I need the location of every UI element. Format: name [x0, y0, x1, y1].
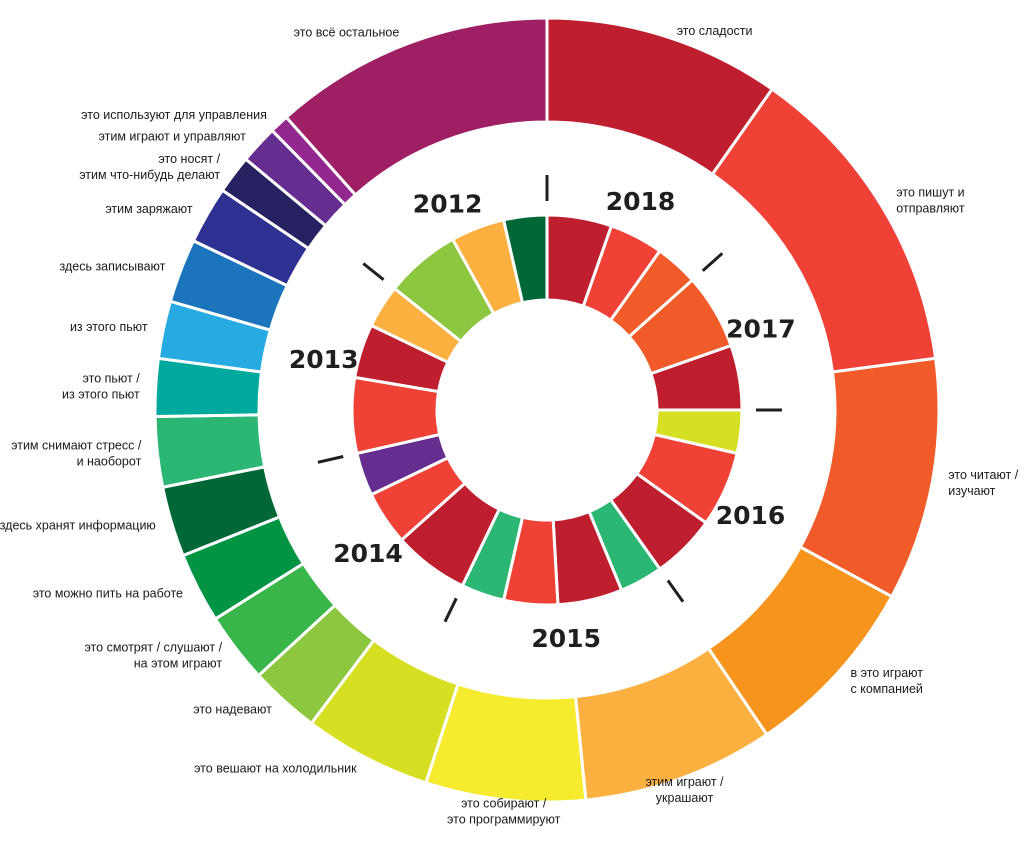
category-label-line: это программируют: [447, 813, 561, 827]
year-label: 2016: [716, 501, 786, 530]
category-label: это носят / этим что-нибудь делают: [79, 152, 220, 182]
category-label-line: это используют для управления: [81, 108, 267, 122]
category-label-line: в это играют: [851, 666, 924, 680]
category-label-line: этим заряжают: [105, 202, 193, 216]
category-label-line: это смотрят / слушают /: [84, 641, 222, 655]
category-label-line: из этого пьют: [62, 388, 140, 402]
category-label: этим играют / украшают: [645, 775, 724, 805]
category-label-line: это собирают /: [461, 797, 547, 811]
year-divider: [362, 262, 385, 281]
category-label: это вешают на холодильник: [194, 761, 357, 775]
category-label: это смотрят / слушают / на этом играют: [84, 641, 222, 671]
year-label: 2014: [333, 539, 403, 568]
year-divider: [317, 455, 344, 464]
category-label: это собирают / это программируют: [447, 797, 561, 827]
category-label: это сладости: [677, 24, 753, 38]
category-label: здесь записывают: [60, 259, 166, 273]
category-label-line: это всё остальное: [294, 25, 400, 39]
category-label-line: с компанией: [851, 682, 923, 696]
outer-slice: [284, 16, 549, 198]
category-label: в это играют с компанией: [851, 666, 924, 696]
category-label: этим заряжают: [105, 202, 193, 216]
category-label: это используют для управления: [81, 108, 267, 122]
year-divider: [666, 579, 685, 603]
year-label: 2015: [531, 624, 601, 653]
category-label-line: это вешают на холодильник: [194, 761, 357, 775]
year-label: 2013: [289, 345, 359, 374]
category-label-line: этим играют и управляют: [99, 129, 247, 143]
year-divider: [443, 597, 458, 623]
category-label-line: это надевают: [193, 703, 272, 717]
year-dividers: [317, 175, 782, 623]
year-label: 2017: [726, 314, 796, 343]
inner-slice: [501, 213, 549, 305]
year-label: 2012: [413, 190, 483, 219]
outer-ring: [153, 16, 941, 804]
category-label-line: и наоборот: [77, 454, 142, 468]
year-labels: 2018 2017 2016 2015 2014 2013 2012: [289, 187, 796, 653]
category-label: этим играют и управляют: [99, 129, 247, 143]
category-label-line: из этого пьют: [70, 320, 148, 334]
year-divider: [701, 252, 724, 272]
category-label: из этого пьют: [70, 320, 148, 334]
category-label-line: украшают: [656, 791, 714, 805]
category-label: это надевают: [193, 703, 272, 717]
category-label: этим снимают стресс / и наоборот: [11, 438, 142, 468]
category-label-line: изучают: [948, 484, 995, 498]
category-label-line: этим играют /: [645, 775, 724, 789]
category-label-line: это сладости: [677, 24, 753, 38]
category-label-line: это пишут и: [896, 185, 964, 199]
category-label-line: на этом играют: [134, 657, 223, 671]
year-label: 2018: [606, 187, 676, 216]
category-label: это пишут и отправляют: [896, 185, 965, 215]
category-label: здесь хранят информацию: [0, 518, 156, 532]
category-label: это можно пить на работе: [33, 586, 183, 600]
category-label: это пьют / из этого пьют: [62, 372, 140, 402]
category-label-line: отправляют: [896, 201, 965, 215]
category-label: это читают / изучают: [948, 468, 1018, 498]
category-label-line: этим снимают стресс /: [11, 438, 142, 452]
category-label-line: это носят /: [158, 152, 220, 166]
category-label-line: этим что-нибудь делают: [79, 168, 220, 182]
category-label: это всё остальное: [294, 25, 400, 39]
category-label-line: здесь хранят информацию: [0, 518, 156, 532]
category-label-line: это читают /: [948, 468, 1018, 482]
category-labels: это сладости это пишут и отправляют это чит…: [0, 24, 1019, 827]
category-label-line: здесь записывают: [60, 259, 166, 273]
inner-ring: [350, 213, 744, 607]
category-label-line: это можно пить на работе: [33, 586, 183, 600]
category-label-line: это пьют /: [83, 372, 141, 386]
